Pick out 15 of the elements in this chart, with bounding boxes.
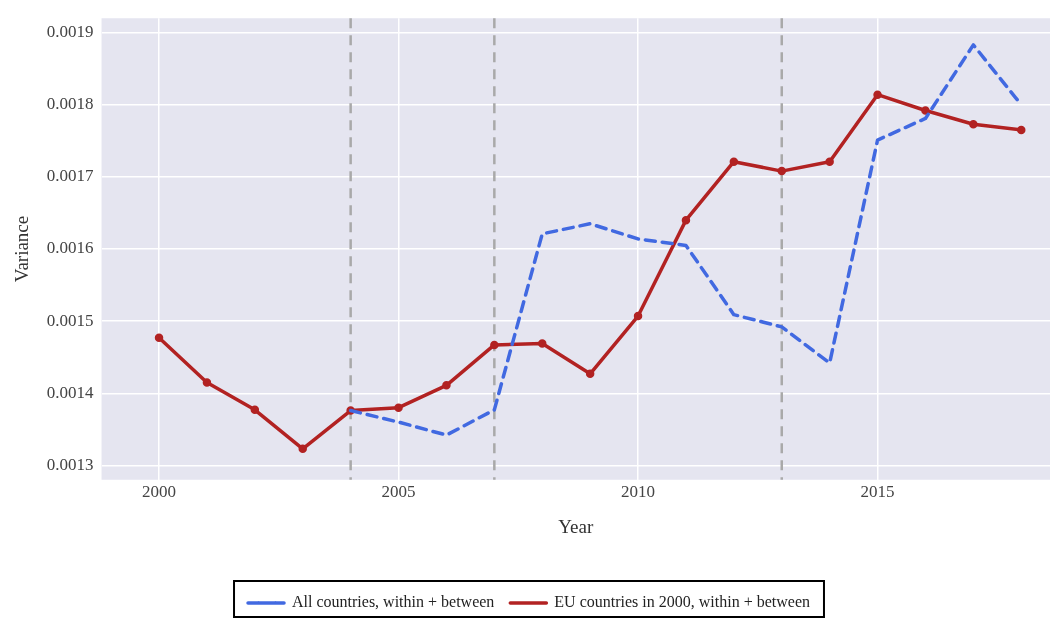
x-tick-label: 2010 <box>621 482 656 502</box>
x-tick-label: 2015 <box>860 482 895 502</box>
y-tick-label: 0.0017 <box>46 166 95 186</box>
y-tick-label: 0.0015 <box>46 310 94 330</box>
x-tick-label: 2000 <box>142 482 177 502</box>
y-axis-title: Variance <box>11 215 33 283</box>
x-axis-title: Year <box>558 515 594 537</box>
y-tick-label: 0.0016 <box>46 238 94 258</box>
legend-label: All countries, within + between <box>292 593 495 611</box>
y-tick-label: 0.0014 <box>46 382 95 402</box>
y-tick-label: 0.0018 <box>46 94 94 114</box>
legend-label: EU countries in 2000, within + between <box>554 593 810 611</box>
y-tick-label: 0.0019 <box>46 22 94 42</box>
x-tick-label: 2005 <box>381 482 416 502</box>
y-tick-label: 0.0013 <box>46 454 94 474</box>
